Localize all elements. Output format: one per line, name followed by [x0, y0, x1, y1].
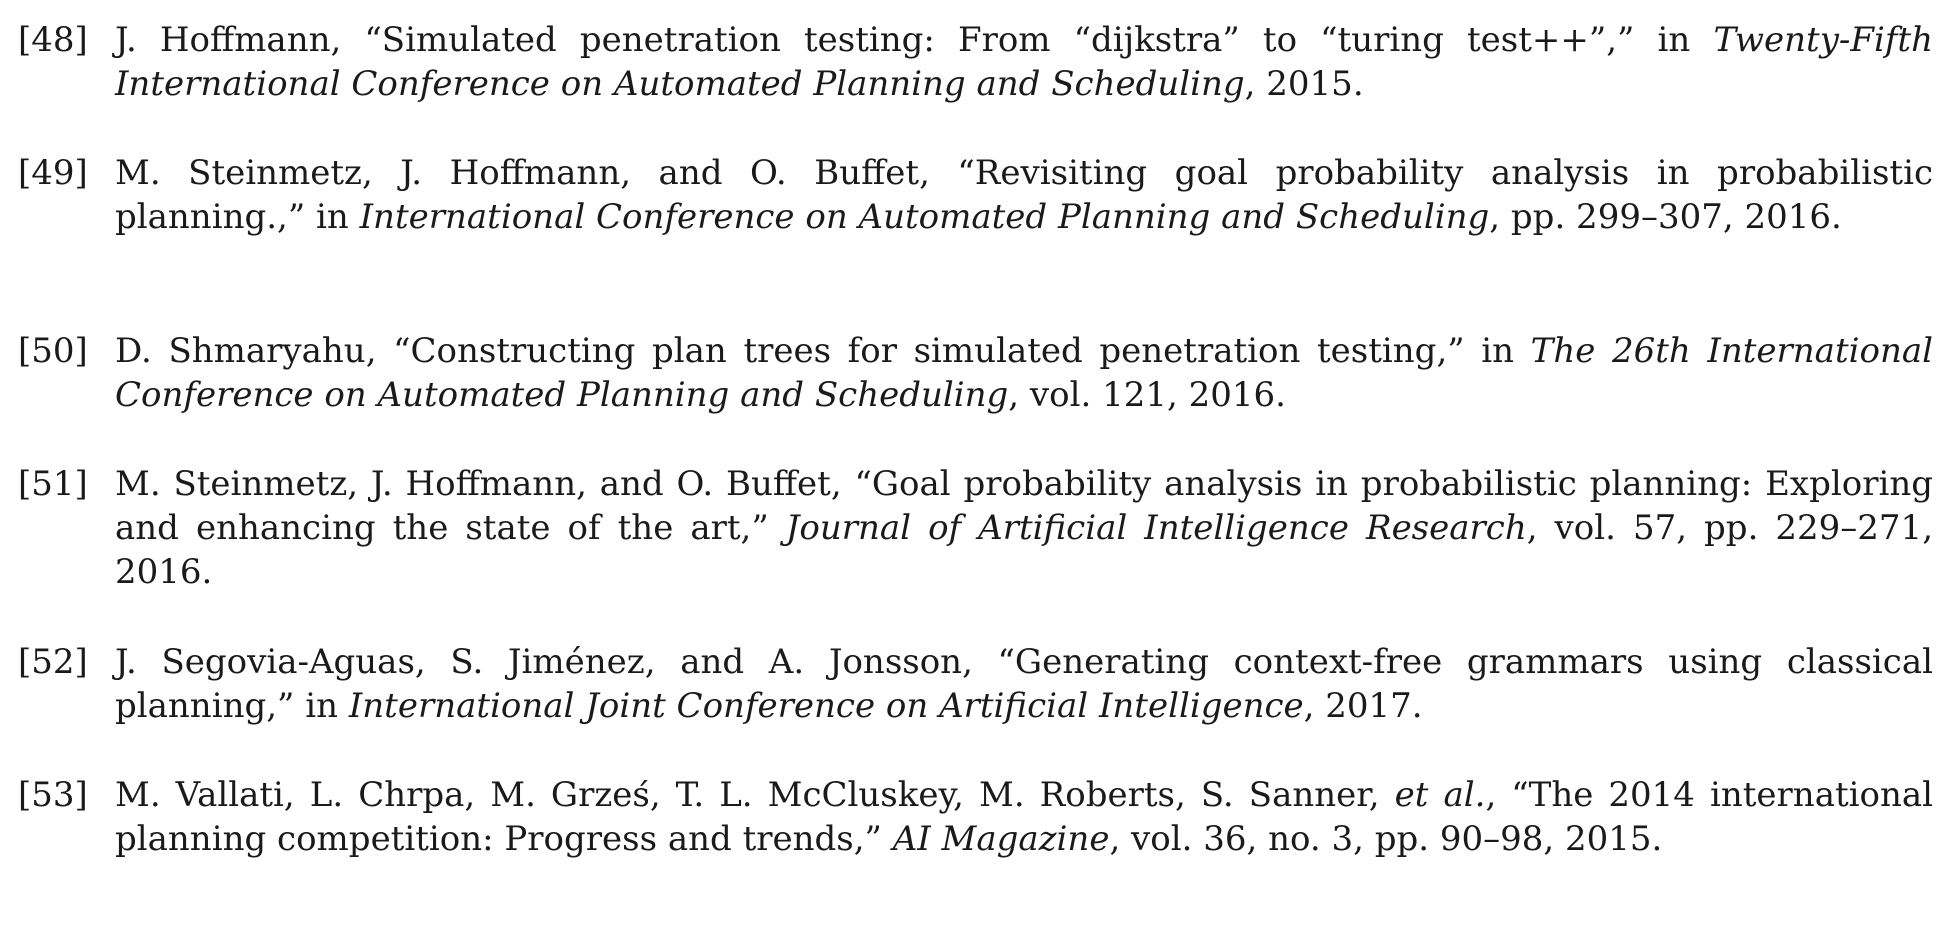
reference-text: M. Steinmetz, J. Hoffmann, and O. Buffet…	[115, 462, 1933, 594]
reference-number: [49]	[18, 153, 88, 193]
reference-details: , pp. 299–307, 2016.	[1489, 197, 1842, 237]
reference-authors-title: M. Steinmetz, J. Hoffmann, and O. Buffet…	[115, 153, 1933, 237]
reference-venue: Twenty-Fifth International Conference on…	[115, 20, 1933, 104]
reference-authors-title: J. Hoffmann, “Simulated penetration test…	[115, 20, 1714, 60]
reference-details: , 2017.	[1303, 686, 1423, 726]
reference-venue: International Joint Conference on Artifi…	[348, 686, 1304, 726]
reference-et-al: et al.	[1394, 775, 1486, 815]
reference-authors: M. Vallati, L. Chrpa, M. Grześ, T. L. Mc…	[115, 775, 1395, 815]
reference-venue: International Conference on Automated Pl…	[359, 197, 1490, 237]
reference-authors-title: D. Shmaryahu, “Constructing plan trees f…	[115, 331, 1531, 371]
reference-number: [50]	[18, 331, 88, 371]
reference-number: [51]	[18, 464, 88, 504]
reference-details: , vol. 121, 2016.	[1008, 375, 1286, 415]
reference-details: , 2015.	[1244, 64, 1364, 104]
reference-authors-title: M. Steinmetz, J. Hoffmann, and O. Buffet…	[115, 464, 1933, 548]
reference-number: [52]	[18, 642, 88, 682]
reference-details: , vol. 36, no. 3, pp. 90–98, 2015.	[1109, 819, 1663, 859]
reference-authors-title: J. Segovia-Aguas, S. Jiménez, and A. Jon…	[115, 642, 1933, 726]
reference-text: J. Hoffmann, “Simulated penetration test…	[115, 18, 1933, 106]
reference-venue: The 26th International Conference on Aut…	[115, 331, 1934, 415]
reference-number: [53]	[18, 775, 88, 815]
reference-title: , “The 2014 international planning compe…	[115, 775, 1934, 859]
reference-text: M. Steinmetz, J. Hoffmann, and O. Buffet…	[115, 151, 1933, 239]
reference-venue: Journal of Artificial Intelligence Resea…	[785, 508, 1527, 548]
reference-text: J. Segovia-Aguas, S. Jiménez, and A. Jon…	[115, 640, 1933, 728]
reference-number: [48]	[18, 20, 88, 60]
reference-text: M. Vallati, L. Chrpa, M. Grześ, T. L. Mc…	[115, 773, 1933, 861]
reference-text: D. Shmaryahu, “Constructing plan trees f…	[115, 329, 1933, 417]
reference-details: , vol. 57, pp. 229–271, 2016.	[115, 508, 1933, 592]
reference-venue: AI Magazine	[892, 819, 1110, 859]
